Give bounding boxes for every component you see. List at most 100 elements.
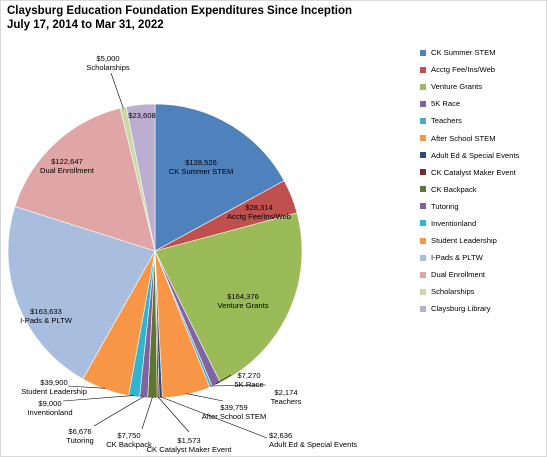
value-label-ck-backpack: $7,750 <box>117 431 140 440</box>
value-label-ck-summer-stem: $128,526 <box>185 158 217 167</box>
name-label-venture-grants: Venture Grants <box>217 301 268 310</box>
legend-item-claysburg-library: Claysburg Library <box>420 300 545 317</box>
legend-label: CK Catalyst Maker Event <box>431 167 516 177</box>
legend-swatch <box>420 49 426 56</box>
value-label-dual-enrollment: $122,647 <box>51 157 83 166</box>
value-label-tutoring: $6,676 <box>68 427 91 436</box>
name-label-tutoring: Tutoring <box>66 436 94 445</box>
slice-ck-summer-stem <box>154 103 285 252</box>
value-label-ck-catalyst-maker-event: $1,573 <box>177 436 200 445</box>
legend-label: Scholarships <box>431 287 475 297</box>
slice-venture-grants <box>154 212 303 384</box>
legend-label: Teachers <box>431 116 462 126</box>
legend-label: I-Pads & PLTW <box>431 253 483 263</box>
name-label-5k-race: 5K Race <box>234 380 263 389</box>
legend: CK Summer STEM Acctg Fee/Ins/Web Venture G… <box>420 44 545 318</box>
value-label-scholarships: $5,000 <box>96 54 119 63</box>
legend-item-venture-grants: Venture Grants <box>420 78 545 95</box>
name-label-student-leadership: Student Leadership <box>21 387 87 396</box>
legend-swatch <box>420 100 426 107</box>
legend-label: Inventionland <box>431 218 477 228</box>
value-label-student-leadership: $39,900 <box>40 378 67 387</box>
value-label-5k-race: $7,270 <box>237 371 260 380</box>
legend-label: 5K Race <box>431 99 461 109</box>
leader-line-student-leadership <box>67 385 106 389</box>
leader-line-inventionland <box>62 395 135 402</box>
legend-label: Claysburg Library <box>431 304 491 314</box>
legend-item-i-pads-pltw: I-Pads & PLTW <box>420 249 545 266</box>
legend-swatch <box>420 186 426 193</box>
slice-claysburg-library <box>125 103 156 252</box>
legend-swatch <box>420 152 426 159</box>
legend-swatch <box>420 83 426 90</box>
legend-item-adult-ed-special-events: Adult Ed & Special Events <box>420 147 545 164</box>
value-label-acctg-fee-ins-web: $28,314 <box>245 203 272 212</box>
legend-label: Venture Grants <box>431 82 483 92</box>
legend-item-5k-race: 5K Race <box>420 95 545 112</box>
leader-line-tutoring <box>93 396 144 427</box>
leader-line-ck-catalyst-maker-event <box>157 396 190 433</box>
legend-item-acctg-fee-ins-web: Acctg Fee/Ins/Web <box>420 61 545 78</box>
legend-swatch <box>420 117 426 124</box>
leader-line-teachers <box>210 384 267 387</box>
legend-swatch <box>420 66 426 73</box>
name-label-adult-ed-special-events: Adult Ed & Special Events <box>269 440 357 449</box>
legend-label: CK Summer STEM <box>431 48 496 58</box>
name-label-i-pads-pltw: I-Pads & PLTW <box>20 316 73 325</box>
legend-label: Dual Enrollment <box>431 270 486 280</box>
leader-line-scholarships <box>110 72 124 109</box>
slice-i-pads-pltw <box>7 206 156 380</box>
name-label-ck-catalyst-maker-event: CK Catalyst Maker Event <box>147 445 233 454</box>
legend-label: Tutoring <box>431 201 459 211</box>
legend-swatch <box>420 288 426 295</box>
legend-item-scholarships: Scholarships <box>420 283 545 300</box>
value-label-inventionland: $9,000 <box>38 399 61 408</box>
legend-label: Acctg Fee/Ins/Web <box>431 65 496 75</box>
legend-label: Adult Ed & Special Events <box>431 150 520 160</box>
leader-line-after-school-stem <box>186 393 224 402</box>
name-label-dual-enrollment: Dual Enrollment <box>40 166 95 175</box>
legend-swatch <box>420 305 426 312</box>
name-label-ck-backpack: CK Backpack <box>106 440 152 449</box>
legend-item-ck-summer-stem: CK Summer STEM <box>420 44 545 61</box>
legend-item-inventionland: Inventionland <box>420 215 545 232</box>
name-label-acctg-fee-ins-web: Acctg Fee/Ins/Web <box>227 212 291 221</box>
value-label-after-school-stem: $39,759 <box>220 403 247 412</box>
name-label-ck-summer-stem: CK Summer STEM <box>169 167 234 176</box>
name-label-inventionland: Inventionland <box>27 408 72 417</box>
legend-label: After School STEM <box>431 133 496 143</box>
value-label-adult-ed-special-events: $2,636 <box>269 431 292 440</box>
leader-line-adult-ed-special-events <box>160 396 268 439</box>
legend-item-tutoring: Tutoring <box>420 198 545 215</box>
legend-swatch <box>420 220 426 227</box>
value-label-i-pads-pltw: $163,633 <box>30 307 62 316</box>
legend-swatch <box>420 203 426 210</box>
legend-swatch <box>420 237 426 244</box>
name-label-teachers: Teachers <box>271 397 302 406</box>
value-label-teachers: $2,174 <box>274 388 297 397</box>
value-label-claysburg-library: $23,608 <box>128 111 155 120</box>
legend-item-ck-catalyst-maker-event: CK Catalyst Maker Event <box>420 164 545 181</box>
legend-item-dual-enrollment: Dual Enrollment <box>420 266 545 283</box>
legend-item-teachers: Teachers <box>420 112 545 129</box>
legend-swatch <box>420 254 426 261</box>
chart-title: Claysburg Education Foundation Expenditu… <box>7 4 352 32</box>
value-label-venture-grants: $164,376 <box>227 292 259 301</box>
leader-line-ck-backpack <box>141 396 153 430</box>
legend-swatch <box>420 135 426 142</box>
legend-swatch <box>420 271 426 278</box>
legend-label: CK Backpack <box>431 184 477 194</box>
legend-label: Student Leadership <box>431 236 497 246</box>
name-label-scholarships: Scholarships <box>86 63 130 72</box>
legend-item-ck-backpack: CK Backpack <box>420 181 545 198</box>
slice-dual-enrollment <box>14 107 156 252</box>
chart-title-line-2: July 17, 2014 to Mar 31, 2022 <box>7 19 164 31</box>
legend-item-student-leadership: Student Leadership <box>420 232 545 249</box>
leader-line-5k-race <box>215 374 232 384</box>
legend-swatch <box>420 169 426 176</box>
name-label-after-school-stem: After School STEM <box>202 412 267 421</box>
legend-item-after-school-stem: After School STEM <box>420 129 545 146</box>
chart-title-line-1: Claysburg Education Foundation Expenditu… <box>7 5 353 17</box>
